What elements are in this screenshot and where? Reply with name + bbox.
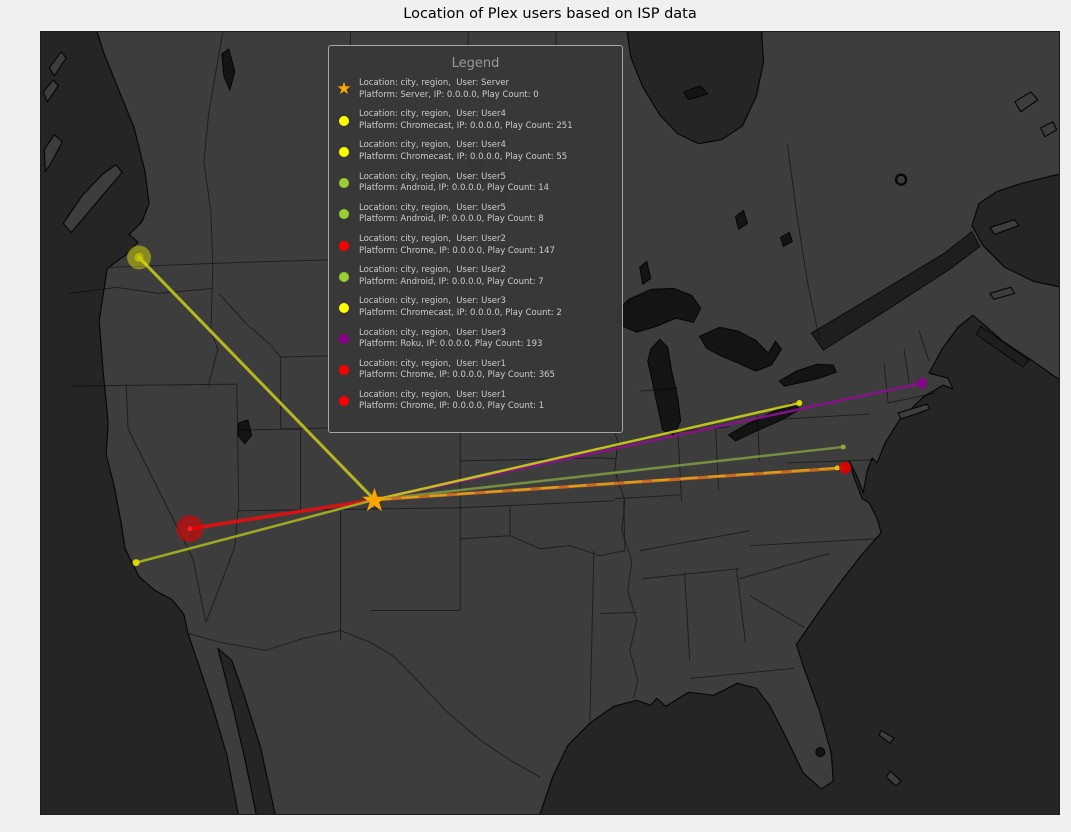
legend-entry-line2: Platform: Chrome, IP: 0.0.0.0, Play Coun… [359, 401, 545, 412]
legend-marker-dot-icon [339, 334, 349, 345]
bahamas-islands [878, 729, 902, 787]
legend-entry-line1: Location: city, region, User: User1 [359, 358, 506, 369]
legend-marker-star-icon: ★ [336, 79, 352, 100]
legend-entry-line2: Platform: Chrome, IP: 0.0.0.0, Play Coun… [359, 370, 555, 381]
legend-entry-line1: Location: city, region, User: User5 [359, 202, 506, 213]
connection-line [373, 466, 839, 501]
user-markers [127, 245, 928, 567]
legend-entry-line1: Location: city, region, User: User4 [359, 109, 506, 120]
legend-entry-line2: Platform: Chromecast, IP: 0.0.0.0, Play … [359, 120, 573, 131]
waterways [810, 230, 1030, 368]
legend-marker-dot-icon [339, 209, 349, 220]
legend-marker-dot-icon [339, 271, 349, 282]
legend-entry-line2: Platform: Android, IP: 0.0.0.0, Play Cou… [359, 214, 544, 225]
long-island [897, 403, 931, 420]
legend-marker-dot-icon [339, 115, 349, 126]
connection-line [373, 381, 924, 502]
legend-entry: Location: city, region, User: User4 Platf… [329, 105, 622, 136]
legend-entry: Location: city, region, User: User5 Platf… [329, 199, 622, 230]
legend-entry: Location: city, region, User: User3 Platf… [329, 324, 622, 355]
legend-entry-line2: Platform: Android, IP: 0.0.0.0, Play Cou… [359, 183, 550, 194]
lake-ontario [778, 363, 837, 387]
legend-entry-line1: Location: city, region, User: User1 [359, 389, 506, 400]
map-marker-circle [187, 526, 193, 532]
haida-island [43, 134, 63, 173]
map-plot: ★ Legend ★ Location: city, region, User:… [40, 31, 1060, 815]
legend-entry-line2: Platform: Roku, IP: 0.0.0.0, Play Count:… [359, 339, 543, 350]
akimiski-island [682, 85, 709, 101]
map-marker-circle [839, 461, 852, 474]
connection-line [373, 445, 845, 502]
map-marker-circle [796, 400, 803, 407]
server-star-icon: ★ [360, 481, 389, 519]
lake-michigan [647, 338, 682, 436]
legend-entry-line1: Location: city, region, User: User3 [359, 296, 506, 307]
lake-huron [698, 326, 783, 372]
legend-entry-line1: Location: city, region, User: User2 [359, 265, 506, 276]
legend: Legend ★ Location: city, region, User: S… [328, 45, 623, 433]
anticosti-island [989, 218, 1020, 236]
map-marker-circle [916, 377, 928, 389]
legend-entry-line1: Location: city, region, User: User3 [359, 327, 506, 338]
lake-superior [613, 287, 702, 333]
coastal-islands [42, 51, 67, 103]
legend-entry-line1: Location: city, region, User: User2 [359, 233, 506, 244]
st-lawrence-river [810, 230, 981, 351]
legend-entry: Location: city, region, User: User5 Platf… [329, 168, 622, 199]
legend-entry-line1: Location: city, region, User: User5 [359, 171, 506, 182]
legend-entry: Location: city, region, User: User2 Platf… [329, 261, 622, 292]
page-title: Location of Plex users based on ISP data [403, 6, 697, 22]
legend-marker-dot-icon [339, 146, 349, 157]
quebec-lakes [221, 48, 793, 286]
pei-island [989, 286, 1016, 300]
legend-entry-line1: Location: city, region, User: User4 [359, 140, 506, 151]
legend-marker-dot-icon [339, 396, 349, 407]
legend-entry: Location: city, region, User: User3 Platf… [329, 292, 622, 323]
legend-entry-line2: Platform: Android, IP: 0.0.0.0, Play Cou… [359, 276, 544, 287]
vancouver-island [62, 164, 123, 234]
map-marker-circle [840, 444, 846, 450]
legend-entry: Location: city, region, User: User2 Platf… [329, 230, 622, 261]
manicouagan-lake [894, 173, 908, 186]
legend-marker-dot-icon [339, 302, 349, 313]
legend-entry: Location: city, region, User: User1 Platf… [329, 386, 622, 417]
legend-entry: Location: city, region, User: User1 Platf… [329, 355, 622, 386]
connection-line [134, 498, 376, 564]
connection-line [188, 498, 377, 531]
legend-marker-dot-icon [339, 365, 349, 376]
connection-line [137, 255, 376, 502]
legend-entry-line2: Platform: Chromecast, IP: 0.0.0.0, Play … [359, 307, 562, 318]
legend-entry-line2: Platform: Chromecast, IP: 0.0.0.0, Play … [359, 151, 568, 162]
map-marker-circle [134, 252, 144, 262]
map-marker-circle [132, 559, 140, 567]
legend-entry: Location: city, region, User: User4 Platf… [329, 136, 622, 167]
legend-marker-dot-icon [339, 240, 349, 251]
legend-entry-line1: Location: city, region, User: Server [359, 78, 509, 88]
connection-lines [134, 255, 924, 564]
lake-okeechobee [815, 747, 826, 758]
legend-entry: ★ Location: city, region, User: Server Pl… [329, 74, 622, 105]
legend-entry-line2: Platform: Server, IP: 0.0.0.0, Play Coun… [359, 89, 539, 100]
legend-entry-line2: Platform: Chrome, IP: 0.0.0.0, Play Coun… [359, 245, 555, 256]
newfoundland-islands [1014, 91, 1058, 138]
legend-title: Legend [451, 56, 500, 71]
connection-line [373, 401, 801, 502]
legend-marker-dot-icon [339, 178, 349, 189]
map-marker-circle [834, 465, 840, 471]
bay-of-fundy [975, 325, 1030, 368]
